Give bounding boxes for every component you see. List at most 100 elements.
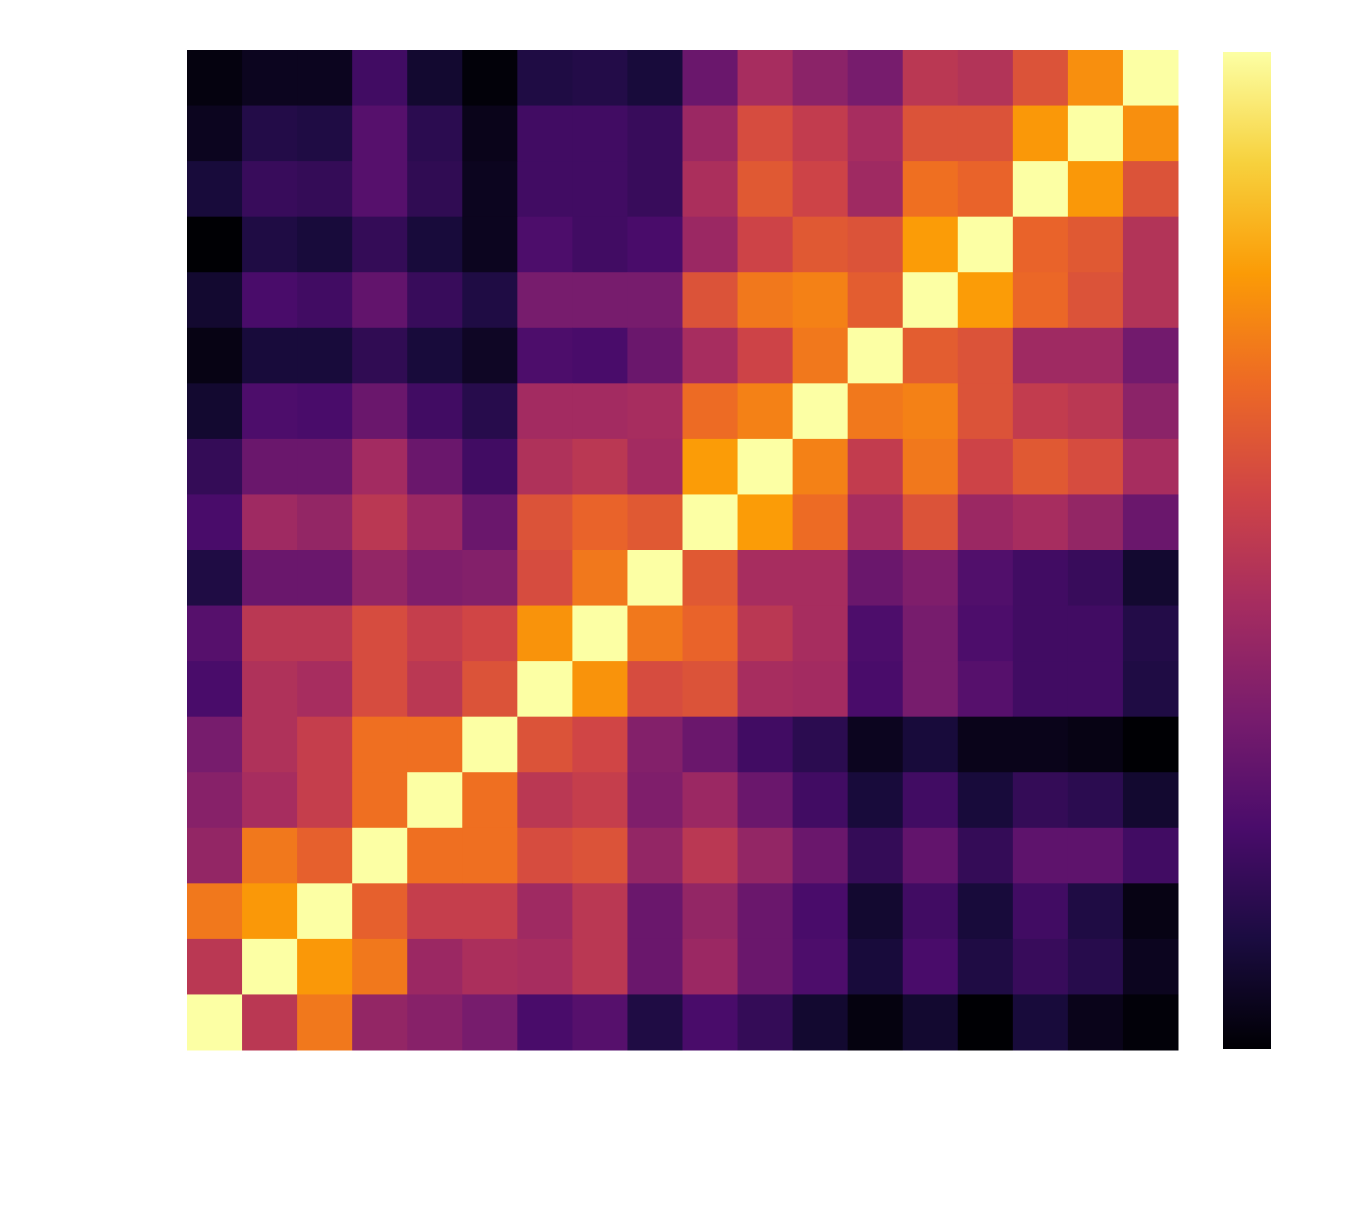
heatmap-cell (682, 550, 739, 607)
heatmap-cell (297, 105, 353, 162)
heatmap-cell (462, 50, 518, 107)
heatmap-cell (462, 327, 518, 384)
heatmap-cell (297, 605, 353, 662)
heatmap-cell (957, 550, 1014, 607)
heatmap-cell (902, 161, 959, 218)
heatmap-cell (297, 772, 353, 829)
heatmap-cell (242, 216, 298, 273)
heatmap-cell (407, 938, 463, 995)
heatmap-cell (1012, 494, 1069, 551)
heatmap-cell (242, 716, 298, 773)
heatmap-cell (1122, 938, 1179, 995)
heatmap-cell (902, 550, 959, 607)
heatmap-cell (187, 494, 243, 551)
heatmap-cell (462, 494, 518, 551)
heatmap-cell (792, 772, 849, 829)
heatmap-cell (517, 105, 573, 162)
heatmap-cell (517, 883, 573, 940)
heatmap-cell (297, 661, 353, 718)
heatmap-cell (1122, 50, 1179, 107)
heatmap-cell (297, 383, 353, 440)
heatmap-cell (627, 661, 683, 718)
heatmap-cell (957, 772, 1014, 829)
heatmap-cell (572, 50, 628, 107)
heatmap-cell (627, 272, 683, 329)
heatmap-cell (1122, 827, 1179, 884)
heatmap-cell (627, 438, 683, 495)
heatmap-cell (682, 994, 739, 1051)
heatmap-cell (517, 327, 573, 384)
heatmap-cell (517, 661, 573, 718)
heatmap-cell (902, 772, 959, 829)
heatmap-cell (627, 827, 683, 884)
heatmap-cell (462, 438, 518, 495)
heatmap-cell (242, 494, 298, 551)
heatmap-cell (352, 883, 408, 940)
heatmap-cell (1067, 216, 1124, 273)
heatmap-cell (187, 605, 243, 662)
heatmap-cell (682, 827, 739, 884)
heatmap-cell (1067, 605, 1124, 662)
heatmap-cell (1067, 327, 1124, 384)
heatmap-cell (957, 994, 1014, 1051)
heatmap-cell (1122, 105, 1179, 162)
heatmap-cell (462, 883, 518, 940)
heatmap-cell (352, 105, 408, 162)
heatmap-cell (957, 216, 1014, 273)
heatmap-cell (902, 383, 959, 440)
heatmap-cell (792, 383, 849, 440)
heatmap-cell (187, 772, 243, 829)
heatmap-cell (627, 550, 683, 607)
heatmap-cell (627, 494, 683, 551)
heatmap-cell (792, 938, 849, 995)
heatmap-cell (187, 161, 243, 218)
heatmap-cell (297, 272, 353, 329)
heatmap-cell (737, 938, 794, 995)
heatmap-cell (1012, 105, 1069, 162)
heatmap-cell (1122, 383, 1179, 440)
heatmap-cell (242, 161, 298, 218)
heatmap-cell (682, 216, 739, 273)
heatmap-cell (792, 50, 849, 107)
heatmap-cell (957, 494, 1014, 551)
heatmap-cell (1067, 772, 1124, 829)
heatmap-cell (957, 438, 1014, 495)
heatmap-cell (902, 327, 959, 384)
heatmap-cell (1067, 161, 1124, 218)
heatmap-cell (1067, 883, 1124, 940)
heatmap-cell (407, 550, 463, 607)
heatmap-cell (352, 605, 408, 662)
heatmap-cell (352, 716, 408, 773)
heatmap-cell (297, 827, 353, 884)
heatmap-cell (957, 938, 1014, 995)
heatmap-cell (1122, 161, 1179, 218)
heatmap-cell (352, 827, 408, 884)
heatmap-cell (902, 994, 959, 1051)
heatmap-cell (737, 772, 794, 829)
heatmap-cell (407, 383, 463, 440)
heatmap-cell (682, 661, 739, 718)
heatmap-cell (187, 827, 243, 884)
heatmap-cell (627, 105, 683, 162)
heatmap-cell (1067, 272, 1124, 329)
heatmap-cell (352, 216, 408, 273)
heatmap-cell (957, 272, 1014, 329)
heatmap-cell (572, 494, 628, 551)
heatmap-cell (462, 161, 518, 218)
heatmap-cell (462, 661, 518, 718)
heatmap-cell (407, 661, 463, 718)
heatmap-cell (792, 716, 849, 773)
heatmap-cell (957, 827, 1014, 884)
heatmap-cell (682, 716, 739, 773)
heatmap-cell (902, 605, 959, 662)
heatmap-cell (902, 494, 959, 551)
heatmap-cell (682, 438, 739, 495)
heatmap-cell (847, 883, 904, 940)
heatmap-cell (627, 327, 683, 384)
heatmap-cell (572, 272, 628, 329)
heatmap-cell (902, 827, 959, 884)
heatmap-cell (1012, 327, 1069, 384)
heatmap-cell (902, 50, 959, 107)
heatmap-cell (1012, 50, 1069, 107)
heatmap-cell (737, 550, 794, 607)
